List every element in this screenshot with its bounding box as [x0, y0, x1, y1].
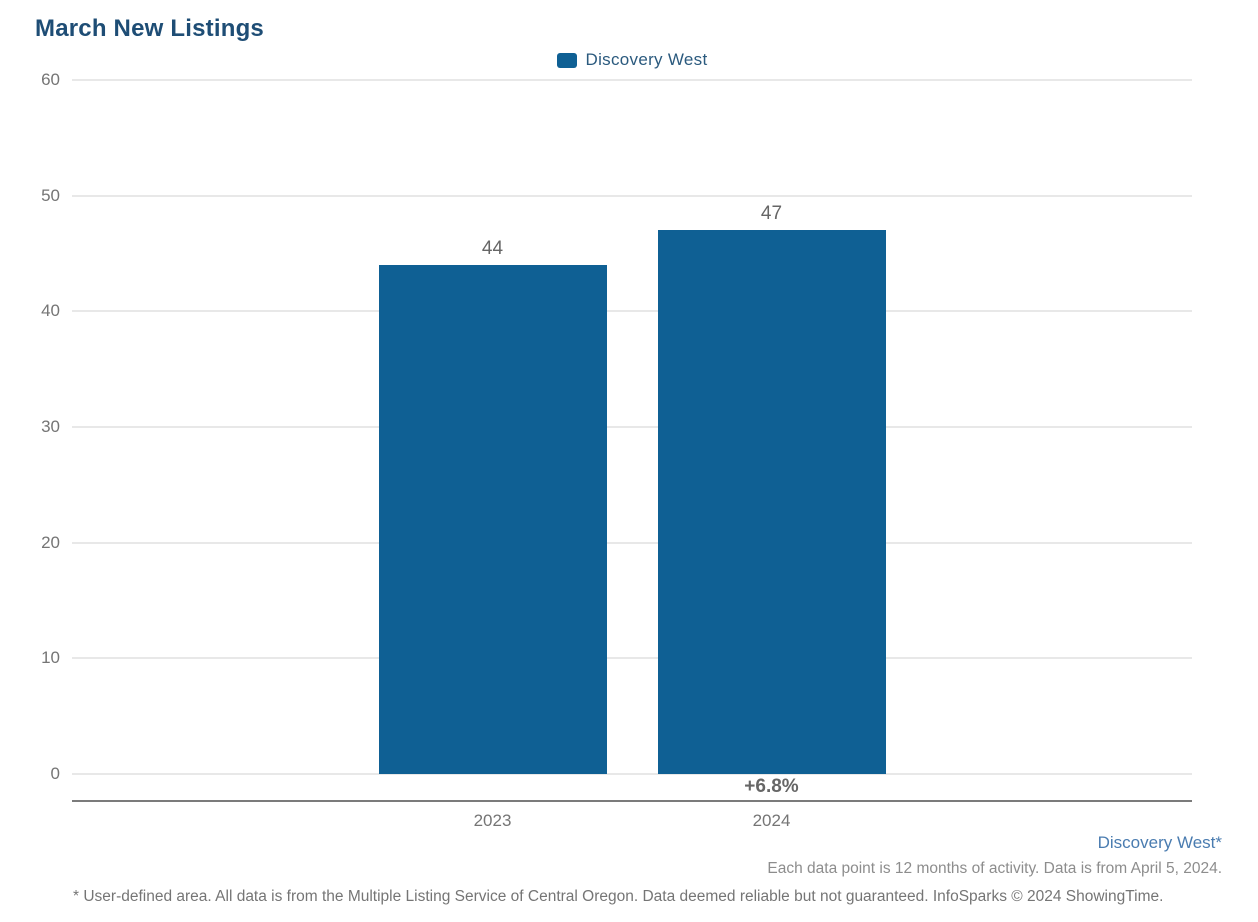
footer-data-note: Each data point is 12 months of activity…: [767, 860, 1222, 877]
gridline-60: [72, 79, 1192, 81]
y-axis: 0 10 20 30 40 50 60: [0, 70, 60, 783]
x-axis-label-2024: 2024: [752, 811, 791, 830]
bar-value-label-2023: 44: [481, 238, 504, 259]
x-axis-line: [72, 800, 1192, 802]
footer-disclaimer: * User-defined area. All data is from th…: [73, 888, 1164, 905]
y-tick-label-0: 0: [50, 764, 60, 783]
y-tick-label-10: 10: [41, 648, 60, 668]
gridline-20: [72, 541, 1192, 544]
bar-2024[interactable]: [657, 230, 886, 774]
gridline-10: [72, 657, 1192, 660]
legend[interactable]: Discovery West: [72, 50, 1192, 70]
y-tick-label-30: 30: [41, 417, 60, 436]
bar-value-label-2024: 47: [760, 203, 783, 224]
legend-swatch-icon: [556, 52, 577, 68]
y-tick-label-20: 20: [41, 532, 60, 552]
gridline-0: [72, 773, 1192, 775]
x-axis-label-2023: 2023: [473, 811, 512, 830]
gridline-50: [72, 194, 1192, 197]
y-tick-label-40: 40: [41, 301, 60, 321]
footer-area-label: Discovery West*: [1097, 833, 1222, 852]
gridline-30: [72, 426, 1192, 428]
page-title: March New Listings: [35, 15, 264, 42]
bar-2023[interactable]: [378, 265, 607, 774]
y-tick-label-60: 60: [41, 70, 60, 89]
plot-area: 44 47: [72, 79, 1192, 775]
y-tick-label-50: 50: [41, 185, 60, 205]
change-percent-label: +6.8%: [744, 776, 799, 797]
gridline-40: [72, 310, 1192, 313]
legend-label: Discovery West: [585, 50, 708, 69]
